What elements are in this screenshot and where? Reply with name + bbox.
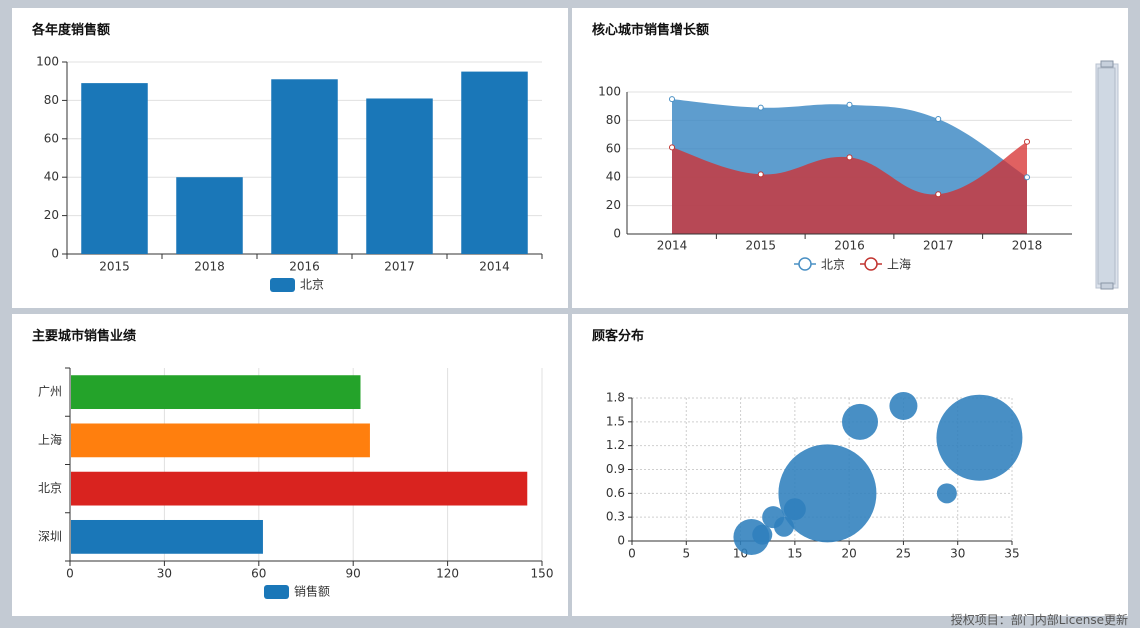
legend-marker[interactable] bbox=[798, 257, 812, 271]
bar bbox=[71, 375, 361, 410]
y-tick-label: 北京 bbox=[38, 481, 62, 495]
data-point bbox=[1024, 138, 1030, 145]
annual-sales-panel: 各年度销售额 0 20 40 60 80 100 2015 2018 2016 2017 2014 北… bbox=[12, 8, 568, 308]
data-point bbox=[757, 104, 764, 111]
y-tick-label: 40 bbox=[44, 170, 59, 184]
y-tick-label: 1.5 bbox=[606, 414, 625, 428]
bubble bbox=[889, 391, 918, 420]
legend-label: 北京 bbox=[821, 258, 845, 272]
x-tick-label: 2018 bbox=[1012, 239, 1043, 253]
x-tick-label: 35 bbox=[1004, 547, 1019, 561]
area-series bbox=[672, 141, 1027, 234]
chart-title: 顾客分布 bbox=[592, 329, 645, 344]
data-point bbox=[669, 144, 675, 151]
bar bbox=[176, 177, 243, 254]
y-tick-label: 广州 bbox=[38, 385, 62, 399]
data-point bbox=[935, 115, 942, 122]
data-point bbox=[669, 96, 675, 103]
chart-title: 核心城市销售增长额 bbox=[592, 23, 710, 38]
x-tick-label: 60 bbox=[251, 567, 266, 581]
y-tick-label: 0 bbox=[613, 227, 621, 241]
y-tick-label: 深圳 bbox=[38, 529, 62, 543]
data-point bbox=[757, 171, 764, 178]
zoom-slider-handle-bottom[interactable] bbox=[1100, 282, 1114, 290]
y-tick-label: 0.9 bbox=[606, 462, 625, 476]
bar bbox=[271, 79, 338, 254]
legend-swatch[interactable] bbox=[264, 585, 289, 599]
bar bbox=[366, 98, 433, 254]
x-tick-label: 5 bbox=[682, 547, 690, 561]
y-tick-label: 1.8 bbox=[606, 391, 625, 405]
x-tick-label: 2018 bbox=[194, 260, 225, 274]
y-tick-label: 60 bbox=[606, 141, 621, 155]
bar bbox=[71, 423, 370, 458]
bubble bbox=[778, 444, 877, 543]
y-tick-label: 0.6 bbox=[606, 486, 625, 500]
x-tick-label: 0 bbox=[66, 567, 74, 581]
annual-sales-chart: 0 20 40 60 80 100 2015 2018 2016 2017 2014 北京 bbox=[36, 55, 543, 292]
x-tick-label: 150 bbox=[531, 567, 554, 581]
bubble bbox=[936, 394, 1023, 481]
chart-title: 主要城市销售业绩 bbox=[32, 329, 137, 344]
zoom-slider-window[interactable] bbox=[1097, 67, 1116, 285]
x-tick-label: 2015 bbox=[99, 260, 130, 274]
y-tick-label: 1.2 bbox=[606, 438, 625, 452]
y-tick-label: 0 bbox=[617, 534, 625, 548]
y-tick-label: 20 bbox=[606, 198, 621, 212]
legend-label: 北京 bbox=[300, 278, 324, 292]
y-tick-label: 20 bbox=[44, 208, 59, 222]
x-tick-label: 20 bbox=[842, 547, 857, 561]
core-city-growth-chart: 0 20 40 60 80 100 2014 2015 2016 2017 2018 北京 上海 bbox=[598, 60, 1119, 290]
y-tick-label: 0 bbox=[51, 247, 59, 261]
x-tick-label: 120 bbox=[436, 567, 459, 581]
customer-distribution-panel: 顾客分布 0 5 10 15 20 25 30 35 0 0.3 0.6 0.9 1.2 1.5 1.8 bbox=[572, 314, 1128, 616]
core-city-growth-panel: 核心城市销售增长额 0 20 40 60 80 100 2014 2015 2016 2017 20… bbox=[572, 8, 1128, 308]
x-tick-label: 90 bbox=[346, 567, 361, 581]
x-tick-label: 2016 bbox=[834, 239, 865, 253]
y-tick-label: 0.3 bbox=[606, 510, 625, 524]
y-tick-label: 80 bbox=[606, 113, 621, 127]
chart-title: 各年度销售额 bbox=[32, 23, 111, 38]
bar bbox=[71, 519, 263, 554]
bubble bbox=[936, 483, 957, 504]
bubble bbox=[842, 403, 878, 440]
x-tick-label: 2014 bbox=[657, 239, 688, 253]
legend-marker[interactable] bbox=[864, 257, 878, 271]
legend-label: 销售额 bbox=[294, 584, 330, 599]
y-tick-label: 60 bbox=[44, 131, 59, 145]
x-tick-label: 2017 bbox=[923, 239, 954, 253]
x-tick-label: 2015 bbox=[745, 239, 776, 253]
bubble bbox=[752, 524, 773, 545]
x-tick-label: 2016 bbox=[289, 260, 320, 274]
y-tick-label: 100 bbox=[598, 85, 621, 99]
data-point bbox=[1024, 174, 1030, 181]
zoom-slider-handle-top[interactable] bbox=[1100, 60, 1114, 68]
bar bbox=[71, 471, 528, 506]
data-point bbox=[846, 154, 853, 161]
legend-label: 上海 bbox=[887, 257, 911, 272]
x-tick-label: 2014 bbox=[479, 260, 510, 274]
license-footer: 授权项目：部门内部License更新 bbox=[950, 613, 1128, 627]
y-tick-label: 80 bbox=[44, 93, 59, 107]
y-tick-label: 40 bbox=[606, 170, 621, 184]
y-tick-label: 100 bbox=[36, 55, 59, 69]
x-tick-label: 25 bbox=[896, 547, 911, 561]
bar bbox=[461, 71, 528, 254]
x-tick-label: 0 bbox=[628, 547, 636, 561]
x-tick-label: 30 bbox=[157, 567, 172, 581]
major-city-performance-panel: 主要城市销售业绩 0 30 60 90 120 150 深圳 北京 上海 广州销售额 bbox=[12, 314, 568, 616]
legend-swatch[interactable] bbox=[270, 278, 295, 292]
x-tick-label: 2017 bbox=[384, 260, 415, 274]
x-tick-label: 30 bbox=[950, 547, 965, 561]
data-point bbox=[935, 191, 942, 198]
bar bbox=[81, 83, 148, 255]
y-tick-label: 上海 bbox=[38, 432, 62, 447]
data-point bbox=[846, 101, 853, 108]
x-tick-label: 15 bbox=[787, 547, 802, 561]
